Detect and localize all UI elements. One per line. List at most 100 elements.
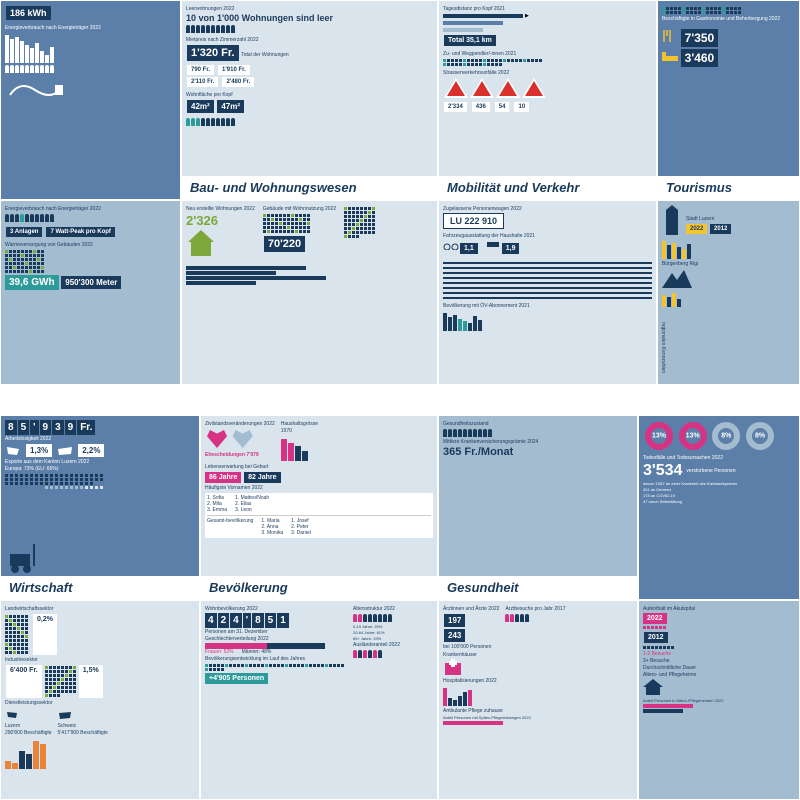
g1: 7'350 bbox=[681, 29, 719, 47]
f2000: 42m² bbox=[187, 100, 214, 113]
panel-tour-bot: Stadt Luzern 2022 2012 Bürgenberg Rigi r… bbox=[657, 200, 800, 385]
hosp: Hospitalisierungen 2022 bbox=[443, 678, 633, 684]
totalkm: Total 35,1 km bbox=[444, 35, 496, 46]
panel-bau-top: Leerwohnungen 2022 10 von 1'000 Wohnunge… bbox=[181, 0, 438, 200]
al1: 1,3% bbox=[26, 444, 52, 457]
energie-verbrauch-label: Energieverbrauch nach Energieträger 2022 bbox=[5, 25, 176, 31]
wirt-title: Wirtschaft bbox=[1, 576, 199, 599]
donuts: 13% 13% 8% 8% bbox=[643, 420, 795, 454]
tower-icon bbox=[662, 205, 682, 235]
h1970: 1970 bbox=[281, 428, 318, 434]
aerzte: Ärztinnen und Ärzte 2022 bbox=[443, 606, 499, 612]
panel-ges-bot: Ärztinnen und Ärzte 2022 197 243 bei 100… bbox=[438, 600, 638, 800]
blu: 290'800 Beschäftigte bbox=[5, 730, 52, 736]
kennz: regionalen Kennzahlen bbox=[660, 322, 666, 373]
ind-pct: 1,5% bbox=[79, 665, 103, 698]
lohn: 6'400 Fr. bbox=[6, 665, 42, 698]
eu: Europa: 73% (EU: 66%) bbox=[5, 466, 58, 472]
dienst: Dienstleistungssektor bbox=[5, 700, 195, 706]
a243: 243 bbox=[444, 629, 465, 642]
car-icon bbox=[485, 240, 501, 250]
en-people2 bbox=[5, 214, 176, 222]
berg-bars bbox=[662, 292, 795, 307]
en-verb2: Energieverbrauch nach Energieträger 2022 bbox=[5, 206, 176, 212]
esch: Ehescheidungen 7'979 bbox=[205, 452, 275, 458]
row-1: 186 kWh Energieverbrauch nach Energieträ… bbox=[0, 0, 800, 200]
panel-bev-bot: Wohnbevölkerung 2022 424'851 Personen am… bbox=[200, 600, 438, 800]
fahrz: Fahrzeugausstattung der Haushalte 2021 bbox=[443, 233, 652, 239]
ch-icon2 bbox=[58, 710, 72, 720]
kwh-badge: 186 kWh bbox=[6, 6, 51, 20]
home-icon bbox=[643, 679, 663, 695]
mobil-title: Mobilität und Verkehr bbox=[439, 176, 656, 199]
panel-bev-top: Zivilstandsveränderungen 2022 Ehescheidu… bbox=[200, 415, 438, 600]
meter: 950'300 Meter bbox=[61, 276, 121, 289]
haush-bars bbox=[281, 436, 318, 461]
pendler-dots bbox=[443, 59, 543, 66]
row-4: Landwirtschaftssektor 0,2% Industriesekt… bbox=[0, 600, 800, 800]
panel-bau-bot: Neu erstellte Wohnungen 2022 2'326 Gebäu… bbox=[181, 200, 438, 385]
t3: 178 an COVID-19 bbox=[643, 493, 795, 498]
t4: 47 durch Selbsttötung bbox=[643, 499, 795, 504]
ges-title: Gesundheit bbox=[439, 576, 637, 599]
heart2 bbox=[233, 430, 253, 448]
panel-ges-top: Gesundheitszustand Mittlere Krankenversi… bbox=[438, 415, 638, 600]
amb: Ambulante Pflege zuhause bbox=[443, 708, 633, 714]
oev: Bevölkerung mit ÖV-Abonnement 2021 bbox=[443, 303, 652, 309]
u3: 54 bbox=[495, 102, 510, 112]
land-pct: 0,2% bbox=[33, 614, 57, 655]
a197: 197 bbox=[444, 614, 465, 627]
energie-people bbox=[5, 65, 176, 73]
plate: LU 222 910 bbox=[443, 213, 504, 229]
ch-map-icon bbox=[57, 445, 73, 457]
u2: 436 bbox=[472, 102, 490, 112]
neu: 2'326 bbox=[186, 213, 255, 228]
ak2022: 2022 bbox=[643, 613, 667, 624]
m82: 82 Jahre bbox=[244, 472, 280, 483]
bike-icon bbox=[443, 240, 459, 250]
panel-ges-bot2: Aufenthalt im Akutspital 2022 2012 1-2 B… bbox=[638, 600, 800, 800]
m790: 790 Fr. bbox=[187, 65, 214, 75]
land-grid bbox=[5, 615, 28, 654]
bau-people bbox=[186, 118, 433, 126]
haush: Haushaltsgrösse bbox=[281, 421, 318, 427]
total-w: Total der Wohnungen bbox=[241, 52, 288, 58]
house-icon bbox=[186, 228, 216, 258]
leben: Lebenserwartung bei Geburt bbox=[205, 464, 433, 470]
m2480: 2'480 Fr. bbox=[222, 77, 254, 87]
mountain-icon bbox=[662, 268, 692, 288]
panel-wirt-top: 85'939Fr. Arbeitslosigkeit 2022 1,3% 2,2… bbox=[0, 415, 200, 600]
praemie-sub: Mittlere Krankenversicherungsprämie 2024 bbox=[443, 439, 633, 445]
panel-mobil-bot: Zugelassene Personenwagen 2022 LU 222 91… bbox=[438, 200, 657, 385]
forklift-icon bbox=[5, 544, 55, 574]
heim: Alters- und Pflegeheime bbox=[643, 672, 795, 678]
tote-sub: verstorbene Personen bbox=[686, 468, 735, 474]
b1: 1-2 Besuche bbox=[643, 651, 795, 657]
tour-bars bbox=[662, 239, 795, 259]
sektor-bars bbox=[5, 739, 195, 769]
schw: Schweiz bbox=[58, 723, 108, 729]
b100: bei 100'000 Personen bbox=[443, 644, 499, 650]
dauer: Durchschnittliche Dauer bbox=[643, 665, 795, 671]
leer-text: 10 von 1'000 Wohnungen sind leer bbox=[186, 13, 433, 23]
pendler: Zu- und Wegpendler/-innen 2021 bbox=[443, 51, 652, 57]
j2012: 2012 bbox=[710, 224, 731, 234]
wirt-digits: 85'939Fr. bbox=[5, 420, 195, 435]
oev-bars bbox=[443, 311, 652, 331]
wohn-grid bbox=[344, 207, 375, 238]
m86: 86 Jahre bbox=[205, 472, 241, 483]
lu-icon2 bbox=[5, 710, 19, 720]
u4: 10 bbox=[514, 102, 529, 112]
bed-icon bbox=[662, 50, 678, 62]
warning-triangles bbox=[443, 77, 652, 101]
panel-wirt-bot: Landwirtschaftssektor 0,2% Industriesekt… bbox=[0, 600, 200, 800]
bch: 5'417'900 Beschäftigte bbox=[58, 730, 108, 736]
watt: 7 Watt-Peak pro Kopf bbox=[46, 227, 114, 237]
g2: 3'460 bbox=[681, 49, 719, 67]
neu-sub: Neu erstellte Wohnungen 2022 bbox=[186, 206, 255, 212]
geb-sub: Gebäude mit Wohnnutzung 2022 bbox=[263, 206, 336, 212]
warme-grid bbox=[5, 250, 176, 273]
f2022: 47m² bbox=[217, 100, 244, 113]
akut: Aufenthalt im Akutspital bbox=[643, 606, 795, 612]
warme: Wärmeversorgung von Gebäuden 2022 bbox=[5, 242, 176, 248]
